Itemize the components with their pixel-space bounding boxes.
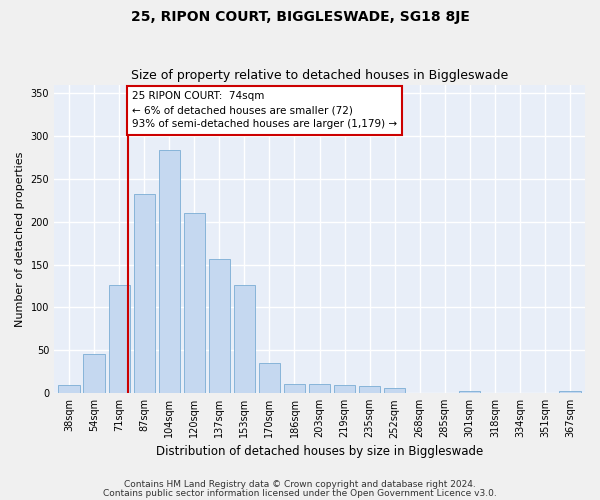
Bar <box>184 213 205 393</box>
Bar <box>359 386 380 393</box>
Text: Contains public sector information licensed under the Open Government Licence v3: Contains public sector information licen… <box>103 488 497 498</box>
Bar <box>209 258 230 393</box>
Bar <box>134 194 155 393</box>
Bar <box>58 384 80 393</box>
Title: Size of property relative to detached houses in Biggleswade: Size of property relative to detached ho… <box>131 69 508 82</box>
Bar <box>384 388 406 393</box>
X-axis label: Distribution of detached houses by size in Biggleswade: Distribution of detached houses by size … <box>156 444 483 458</box>
Bar <box>83 354 105 393</box>
Text: 25, RIPON COURT, BIGGLESWADE, SG18 8JE: 25, RIPON COURT, BIGGLESWADE, SG18 8JE <box>131 10 469 24</box>
Bar <box>459 390 481 393</box>
Y-axis label: Number of detached properties: Number of detached properties <box>15 151 25 326</box>
Bar <box>334 384 355 393</box>
Text: 25 RIPON COURT:  74sqm
← 6% of detached houses are smaller (72)
93% of semi-deta: 25 RIPON COURT: 74sqm ← 6% of detached h… <box>132 92 397 130</box>
Text: Contains HM Land Registry data © Crown copyright and database right 2024.: Contains HM Land Registry data © Crown c… <box>124 480 476 489</box>
Bar <box>309 384 330 393</box>
Bar <box>158 150 180 393</box>
Bar <box>109 285 130 393</box>
Bar <box>234 285 255 393</box>
Bar <box>284 384 305 393</box>
Bar <box>259 363 280 393</box>
Bar <box>559 390 581 393</box>
